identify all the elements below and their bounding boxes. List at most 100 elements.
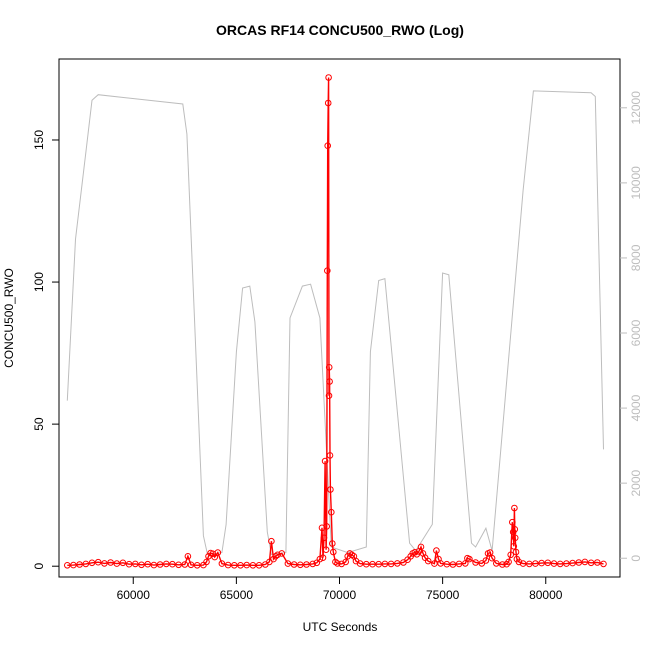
concentration-point: [600, 560, 607, 568]
concentration-point: [375, 560, 383, 568]
concentration-point: [334, 560, 341, 567]
x-tick-label: 75000: [426, 588, 460, 602]
concentration-point: [538, 559, 545, 567]
concentration-point: [329, 540, 336, 547]
concentration-point: [486, 549, 494, 556]
concentration-point: [325, 392, 333, 400]
concentration-point: [211, 553, 218, 561]
concentration-point: [70, 561, 77, 569]
concentration-point: [187, 561, 195, 569]
concentration-point: [284, 560, 292, 567]
concentration-point: [309, 560, 317, 568]
concentration-point: [203, 558, 210, 566]
concentration-point: [327, 486, 334, 493]
concentration-point: [332, 558, 339, 566]
concentration-point: [363, 560, 370, 568]
concentration-point: [509, 518, 516, 526]
concentration-point: [342, 558, 350, 566]
x-axis-label: UTC Seconds: [303, 620, 378, 634]
concentration-line: [67, 77, 604, 567]
concentration-point: [82, 560, 90, 568]
concentration-point: [325, 74, 332, 81]
concentration-point: [64, 562, 71, 569]
concentration-point: [328, 508, 335, 516]
concentration-point: [181, 561, 189, 568]
concentration-point: [581, 558, 589, 566]
concentration-point: [303, 561, 310, 568]
concentration-point: [224, 561, 232, 569]
concentration-point: [512, 548, 520, 556]
concentration-point: [107, 559, 114, 566]
concentration-point: [94, 558, 102, 566]
concentration-point: [455, 560, 463, 568]
concentration-point: [594, 559, 601, 566]
concentration-point: [433, 547, 440, 554]
y-tick-label: 0: [32, 563, 46, 570]
concentration-point: [274, 551, 281, 559]
concentration-point: [249, 562, 257, 569]
altitude-series: [66, 90, 604, 556]
concentration-point: [369, 560, 376, 568]
y2-tick-label: 10000: [629, 166, 643, 200]
concentration-point: [125, 560, 133, 568]
concentration-point: [243, 561, 250, 569]
concentration-point: [290, 561, 298, 568]
concentration-point: [466, 555, 473, 563]
y-axis-label: CONCU500_RWO: [2, 268, 16, 368]
y-tick-label: 150: [32, 130, 46, 150]
concentration-point: [156, 561, 164, 568]
y2-tick-label: 0: [629, 555, 643, 562]
concentration-point: [488, 554, 496, 562]
concentration-point: [169, 560, 176, 568]
concentration-point: [214, 549, 222, 556]
concentration-point: [338, 560, 345, 568]
concentration-point: [297, 561, 304, 569]
x-tick-label: 80000: [529, 588, 563, 602]
concentration-point: [138, 561, 145, 569]
concentration-point: [119, 559, 127, 567]
concentration-point: [330, 548, 337, 556]
concentration-point: [101, 560, 108, 567]
concentration-point: [493, 560, 500, 567]
concentration-point: [394, 560, 401, 567]
concentration-point: [417, 543, 425, 551]
concentration-point: [411, 549, 419, 556]
concentration-point: [163, 560, 170, 568]
x-tick-label: 60000: [117, 588, 151, 602]
concentration-point: [326, 452, 334, 459]
y2-tick-label: 2000: [629, 469, 643, 496]
concentration-point: [482, 557, 490, 564]
concentration-point: [511, 534, 519, 542]
concentration-point: [218, 560, 226, 567]
concentration-point: [318, 524, 326, 532]
y2-axis: 0 2000 4000 6000 8000 10000 12000: [620, 91, 643, 562]
concentration-point: [544, 559, 552, 567]
concentration-point: [511, 504, 518, 512]
concentration-point: [175, 561, 182, 569]
concentration-point: [193, 562, 201, 569]
concentration-point: [319, 554, 327, 562]
concentration-point: [449, 561, 457, 568]
concentration-point: [231, 562, 238, 569]
concentration-point: [510, 543, 518, 550]
y2-tick-label: 6000: [629, 319, 643, 346]
y2-tick-label: 8000: [629, 244, 643, 271]
concentration-point: [324, 99, 332, 107]
concentration-point: [532, 560, 539, 567]
concentration-point: [272, 553, 279, 560]
plot-frame: [58, 58, 621, 578]
concentration-point: [556, 560, 564, 568]
concentration-point: [324, 142, 332, 149]
y2-tick-label: 12000: [629, 91, 643, 125]
concentration-point: [519, 560, 527, 567]
concentration-point: [550, 560, 558, 567]
concentration-point: [113, 560, 121, 567]
concentration-point: [348, 551, 356, 559]
x-tick-label: 65000: [220, 588, 254, 602]
concentration-point: [505, 558, 512, 566]
concentration-point: [88, 559, 96, 567]
concentration-point: [132, 560, 139, 568]
concentration-point: [144, 560, 151, 568]
concentration-point: [515, 558, 523, 566]
